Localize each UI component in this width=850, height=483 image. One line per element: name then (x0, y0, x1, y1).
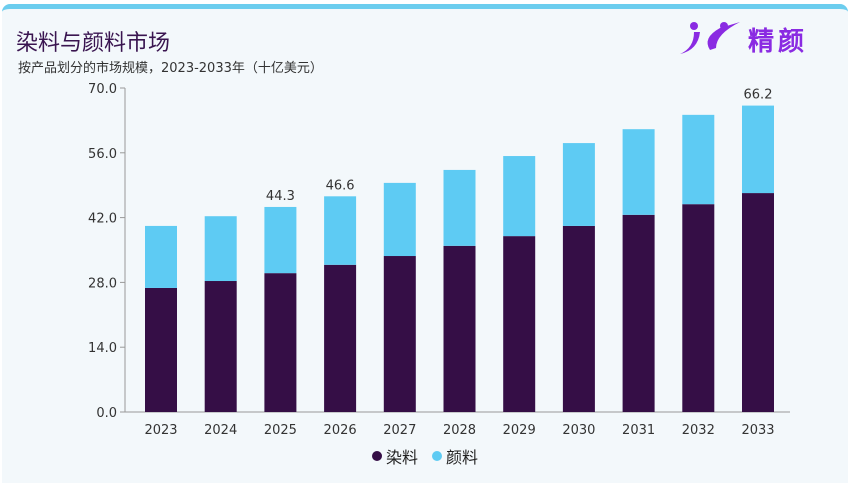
bar-pigment-2033 (742, 105, 774, 194)
x-tick-label: 2025 (264, 423, 297, 438)
chart-title: 染料与颜料市场 (16, 31, 171, 56)
legend-swatch-dye (371, 451, 382, 461)
bar-dye-2026 (324, 264, 357, 412)
bar-dye-2027 (383, 256, 416, 412)
bar-pigment-2028 (443, 169, 476, 246)
bar-pigment-2023 (145, 225, 177, 288)
x-tick-label: 2024 (204, 423, 237, 438)
bar-pigment-2029 (503, 156, 536, 237)
bar-pigment-2025 (264, 206, 297, 274)
bar-dye-2024 (204, 281, 237, 412)
bar-dye-2028 (443, 245, 476, 412)
bar-dye-2031 (622, 214, 655, 412)
logo-text: 精颜 (748, 26, 809, 57)
data-label: 44.3 (266, 189, 295, 204)
y-tick-label: 42.0 (88, 212, 117, 227)
x-tick-label: 2031 (622, 423, 655, 438)
legend-item-dye: 染料 (371, 444, 418, 468)
legend: 染料 颜料 (0, 444, 850, 468)
bar-dye-2029 (503, 236, 536, 412)
y-tick-label: 0.0 (96, 406, 117, 421)
bar-dye-2032 (682, 204, 715, 412)
x-tick-label: 2029 (503, 423, 536, 438)
bar-dye-2033 (742, 193, 774, 412)
y-tick-label: 14.0 (88, 341, 117, 356)
x-tick-label: 2023 (144, 423, 177, 438)
bar-pigment-2030 (562, 143, 595, 226)
x-tick-label: 2033 (741, 423, 774, 438)
legend-item-pigment: 颜料 (432, 444, 478, 468)
logo-mark-icon (680, 22, 740, 54)
bar-dye-2023 (145, 287, 177, 412)
x-tick-label: 2030 (562, 423, 595, 438)
x-tick-label: 2026 (324, 423, 357, 438)
data-label: 66.2 (744, 88, 773, 103)
data-label: 46.6 (326, 178, 355, 193)
bar-pigment-2027 (383, 182, 416, 257)
bar-pigment-2032 (682, 114, 715, 205)
x-tick-label: 2027 (383, 423, 416, 438)
y-tick-label: 28.0 (88, 276, 117, 291)
legend-swatch-pigment (432, 451, 442, 461)
x-tick-label: 2028 (443, 423, 476, 438)
bar-pigment-2031 (622, 129, 655, 215)
bar-dye-2030 (562, 225, 595, 412)
y-tick-label: 70.0 (88, 82, 117, 97)
y-tick-label: 56.0 (88, 147, 117, 162)
bar-dye-2025 (264, 273, 297, 412)
brand-logo: 精颜 (680, 20, 808, 58)
legend-label: 颜料 (446, 448, 479, 467)
bar-pigment-2024 (204, 216, 237, 282)
legend-label: 染料 (385, 448, 418, 467)
bar-pigment-2026 (324, 196, 357, 265)
chart-subtitle: 按产品划分的市场规模，2023-2033年（十亿美元） (18, 61, 323, 76)
x-tick-label: 2032 (682, 423, 715, 438)
